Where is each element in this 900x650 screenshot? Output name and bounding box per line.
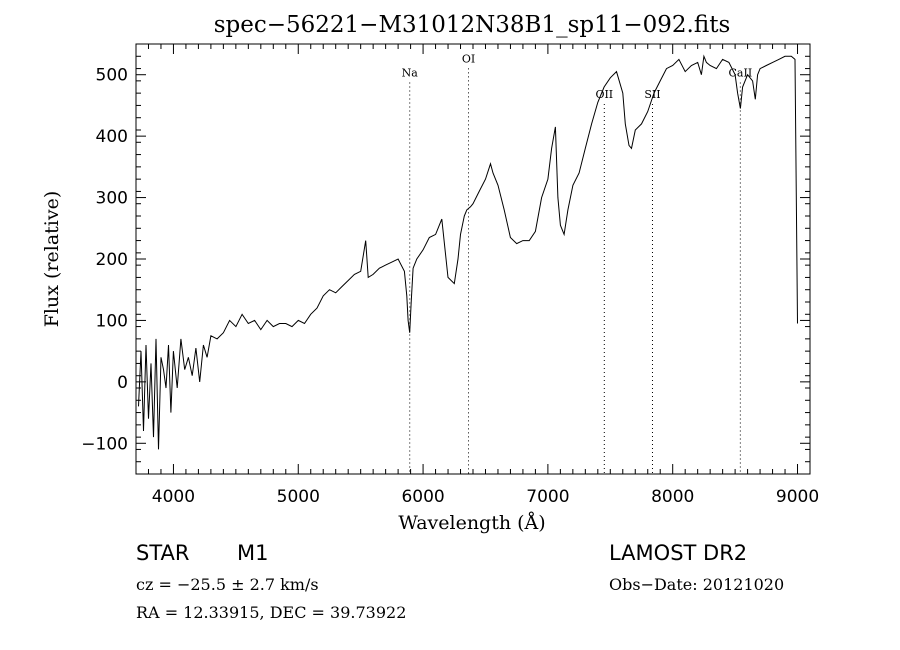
- x-tick-label: 7000: [526, 487, 569, 507]
- y-axis-label: Flux (relative): [41, 191, 63, 328]
- x-tick-label: 6000: [401, 487, 444, 507]
- redshift-label: cz = −25.5 ± 2.7 km/s: [136, 575, 319, 594]
- x-tick-label: 8000: [651, 487, 694, 507]
- spectral-line-label: OII: [595, 88, 613, 101]
- x-tick-label: 4000: [152, 487, 195, 507]
- y-tick-label: 300: [96, 189, 128, 209]
- axis-tick-labels: 4000 5000 6000 7000 8000 9000 −100 0 100 200 300 40…: [81, 66, 819, 507]
- y-tick-label: 400: [96, 127, 128, 147]
- y-tick-label: 200: [96, 250, 128, 270]
- y-tick-label: 500: [96, 66, 128, 86]
- axis-ticks: [135, 43, 811, 475]
- x-tick-label: 9000: [776, 487, 819, 507]
- spectral-line-label: CaII: [729, 67, 753, 80]
- x-axis-label: Wavelength (Å): [398, 512, 545, 534]
- spectral-line-label: OI: [462, 52, 475, 65]
- plot-frame: [135, 43, 811, 475]
- y-tick-label: 0: [117, 373, 128, 393]
- spectral-line-label: Na: [402, 67, 419, 80]
- spectral-line-label: SII: [644, 88, 660, 101]
- spectral-line-markers: Na OI OII SII CaII: [402, 52, 753, 474]
- y-tick-label: 100: [96, 311, 128, 331]
- survey-label: LAMOST DR2: [609, 541, 748, 565]
- spectrum-series-line: [138, 54, 798, 450]
- chart-title: spec−56221−M31012N38B1_sp11−092.fits: [214, 12, 731, 38]
- object-type-label: STAR: [136, 541, 190, 565]
- object-subclass-label: M1: [237, 541, 269, 565]
- coordinates-label: RA = 12.33915, DEC = 39.73922: [136, 603, 407, 622]
- obs-date-label: Obs−Date: 20121020: [609, 575, 785, 594]
- x-tick-label: 5000: [277, 487, 320, 507]
- y-tick-label: −100: [81, 434, 128, 454]
